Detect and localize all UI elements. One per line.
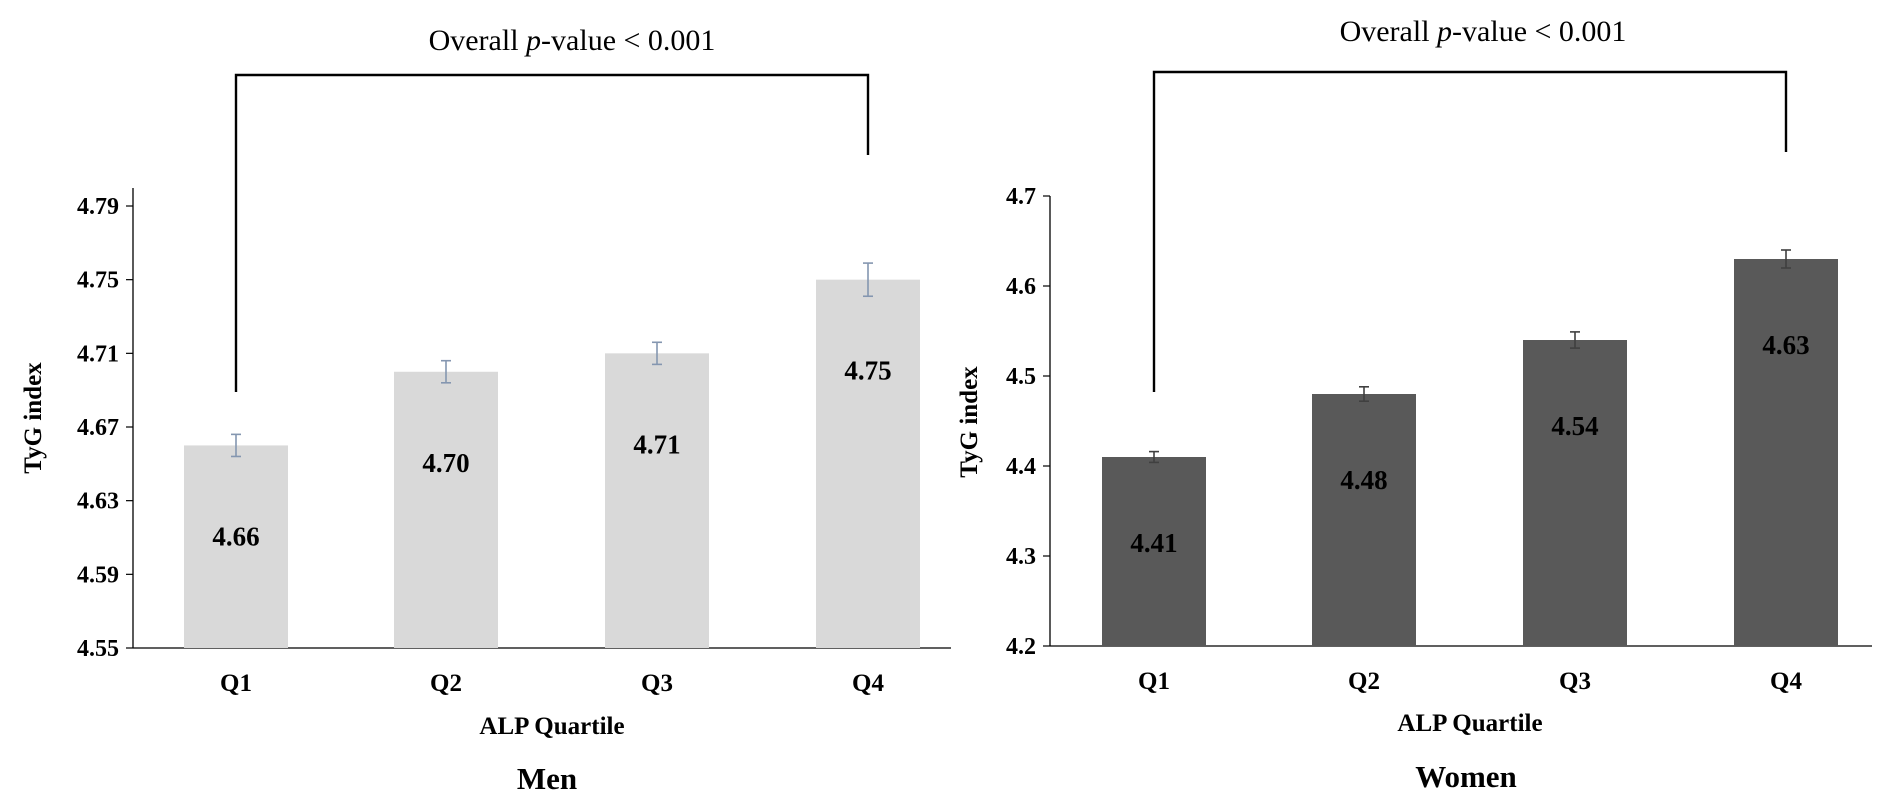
women-y-tick-label: 4.3 xyxy=(1006,544,1036,570)
men-error-bar-q4 xyxy=(863,262,873,298)
women-bar-q4 xyxy=(1734,259,1838,646)
women-error-bar-q2 xyxy=(1359,385,1369,403)
men-value-labels: 4.66 4.70 4.71 4.75 xyxy=(212,356,891,552)
women-y-tick-label: 4.5 xyxy=(1006,364,1036,390)
men-y-tick-label: 4.79 xyxy=(77,194,119,220)
men-error-bar-q2 xyxy=(441,359,451,384)
men-bar-q4 xyxy=(816,279,920,648)
women-pvalue-annotation: Overall p-value < 0.001 xyxy=(1340,15,1627,48)
women-value-label-q2: 4.48 xyxy=(1340,465,1387,495)
men-y-tick-label: 4.71 xyxy=(77,341,119,367)
women-y-tick-label: 4.7 xyxy=(1006,184,1036,210)
men-y-tick-label: 4.75 xyxy=(77,268,119,294)
women-bar-q3 xyxy=(1523,340,1627,646)
men-value-label-q1: 4.66 xyxy=(212,521,259,551)
women-y-ticks: 4.2 4.3 4.4 4.5 4.6 4.7 xyxy=(1006,184,1050,660)
men-category-label-q4: Q4 xyxy=(852,670,884,697)
women-panel-label: Women xyxy=(1415,759,1517,794)
women-error-bar-q1 xyxy=(1149,450,1159,464)
women-category-labels: Q1 Q2 Q3 Q4 xyxy=(1138,668,1802,695)
women-value-label-q4: 4.63 xyxy=(1762,330,1809,360)
men-category-label-q1: Q1 xyxy=(220,670,252,697)
men-category-label-q3: Q3 xyxy=(641,670,673,697)
women-y-tick-label: 4.2 xyxy=(1006,634,1036,660)
men-bars xyxy=(184,279,920,648)
men-error-bars xyxy=(231,262,873,458)
men-category-label-q2: Q2 xyxy=(430,670,462,697)
women-y-tick-label: 4.6 xyxy=(1006,274,1036,300)
men-panel: Overall p-value < 0.001 4.55 4.59 4.63 4.67… xyxy=(20,24,951,796)
women-category-label-q4: Q4 xyxy=(1770,668,1802,695)
men-y-tick-label: 4.63 xyxy=(77,489,119,515)
men-bar-q1 xyxy=(184,445,288,648)
men-category-labels: Q1 Q2 Q3 Q4 xyxy=(220,670,884,697)
women-bar-q1 xyxy=(1102,457,1206,646)
women-y-axis-title: TyG index xyxy=(956,366,983,478)
women-error-bar-q4 xyxy=(1781,249,1791,269)
men-y-tick-label: 4.55 xyxy=(77,636,119,662)
women-error-bars xyxy=(1149,249,1791,464)
women-category-label-q3: Q3 xyxy=(1559,668,1591,695)
men-bar-q3 xyxy=(605,353,709,648)
men-panel-label: Men xyxy=(517,761,577,796)
women-value-label-q3: 4.54 xyxy=(1551,411,1598,441)
men-error-bar-q3 xyxy=(652,341,662,366)
women-value-labels: 4.41 4.48 4.54 4.63 xyxy=(1130,330,1809,558)
men-value-label-q4: 4.75 xyxy=(844,356,891,386)
men-y-axis-title: TyG index xyxy=(20,362,47,474)
women-y-tick-label: 4.4 xyxy=(1006,454,1036,480)
women-bars xyxy=(1102,259,1838,646)
men-value-label-q3: 4.71 xyxy=(633,429,680,459)
women-significance-bracket xyxy=(1152,70,1788,392)
men-y-ticks: 4.55 4.59 4.63 4.67 4.71 4.75 4.79 xyxy=(77,194,133,662)
women-x-axis-title: ALP Quartile xyxy=(1397,710,1542,737)
men-value-label-q2: 4.70 xyxy=(422,448,469,478)
women-error-bar-q3 xyxy=(1570,331,1580,349)
men-y-tick-label: 4.67 xyxy=(77,415,119,441)
men-bar-q2 xyxy=(394,371,498,648)
men-x-axis-title: ALP Quartile xyxy=(479,713,624,740)
men-significance-bracket xyxy=(234,73,870,392)
women-value-label-q1: 4.41 xyxy=(1130,528,1177,558)
men-y-tick-label: 4.59 xyxy=(77,562,119,588)
men-pvalue-annotation: Overall p-value < 0.001 xyxy=(429,24,716,57)
women-bar-q2 xyxy=(1312,394,1416,646)
women-category-label-q1: Q1 xyxy=(1138,668,1170,695)
women-panel: Overall p-value < 0.001 4.24.34.44.54.64… xyxy=(956,15,1872,794)
women-category-label-q2: Q2 xyxy=(1348,668,1380,695)
men-error-bar-q1 xyxy=(231,433,241,458)
